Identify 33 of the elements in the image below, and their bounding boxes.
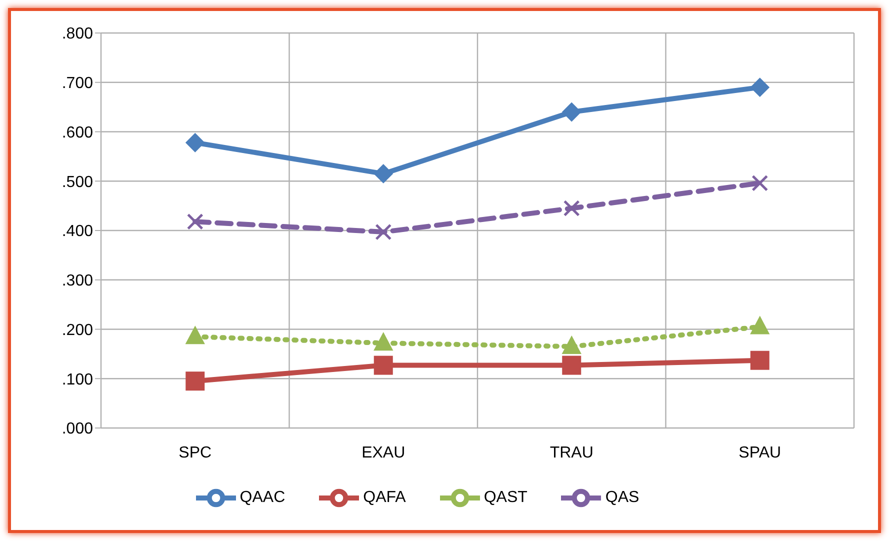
y-tick-label: .500 [62, 174, 94, 191]
point [186, 133, 205, 152]
y-tick-label: .100 [62, 371, 94, 388]
legend-label: QAFA [363, 489, 406, 506]
x-tick-label: SPAU [738, 444, 782, 462]
x-tick-label: SPC [178, 444, 212, 462]
x-tick-label: TRAU [550, 444, 594, 462]
point [186, 326, 205, 344]
point [374, 356, 393, 375]
y-tick-label: .400 [62, 223, 94, 240]
point [562, 102, 582, 122]
legend-label: QAST [484, 489, 528, 506]
x-tick-label: EXAU [362, 444, 406, 462]
point [374, 164, 393, 184]
point [186, 372, 205, 391]
point [563, 200, 580, 217]
point [750, 78, 770, 97]
legend-label: QAS [605, 489, 640, 506]
point [562, 356, 582, 375]
point [750, 350, 770, 370]
y-tick-label: .700 [62, 75, 94, 92]
y-tick-label: .600 [62, 124, 94, 142]
legend-label: QAAC [240, 489, 286, 506]
y-tick-label: .800 [62, 26, 94, 43]
point [375, 224, 392, 240]
y-tick-label: .000 [62, 420, 94, 438]
point [752, 174, 768, 192]
point [562, 336, 582, 354]
y-tick-label: .300 [62, 272, 94, 290]
y-tick-label: .200 [62, 322, 94, 339]
point [750, 316, 770, 334]
point [374, 332, 393, 351]
point [186, 213, 204, 230]
